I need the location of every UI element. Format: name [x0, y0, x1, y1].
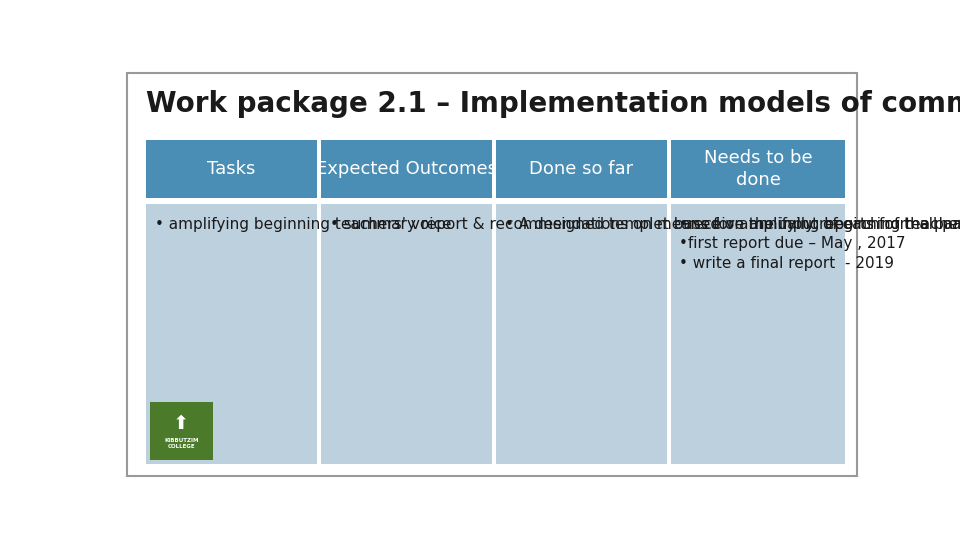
FancyBboxPatch shape [495, 140, 667, 198]
Text: Expected Outcomes: Expected Outcomes [316, 160, 497, 178]
Text: KIBBUTZIM
COLLEGE: KIBBUTZIM COLLEGE [164, 438, 199, 449]
FancyBboxPatch shape [670, 140, 846, 198]
Text: Done so far: Done so far [529, 160, 634, 178]
Text: Needs to be
done: Needs to be done [704, 148, 812, 189]
Text: Tasks: Tasks [207, 160, 255, 178]
Text: • summary report & recommendations on means for amplifying beginning teachers' v: • summary report & recommendations on me… [330, 217, 960, 232]
FancyBboxPatch shape [321, 140, 492, 198]
FancyBboxPatch shape [321, 204, 492, 464]
FancyBboxPatch shape [495, 204, 667, 464]
FancyBboxPatch shape [670, 204, 846, 464]
Text: •receive annually reports from all participants
•first report due – May , 2017
•: •receive annually reports from all parti… [680, 217, 960, 271]
FancyBboxPatch shape [146, 140, 317, 198]
Text: Work package 2.1 – Implementation models of communication: Work package 2.1 – Implementation models… [146, 90, 960, 118]
Text: ⬆: ⬆ [173, 414, 189, 433]
FancyBboxPatch shape [150, 402, 213, 460]
FancyBboxPatch shape [128, 73, 856, 476]
Text: • amplifying beginning teachers' voice: • amplifying beginning teachers' voice [155, 217, 451, 232]
FancyBboxPatch shape [146, 204, 317, 464]
Text: • A designed templet based on the input of each of the partners: • A designed templet based on the input … [505, 217, 960, 232]
